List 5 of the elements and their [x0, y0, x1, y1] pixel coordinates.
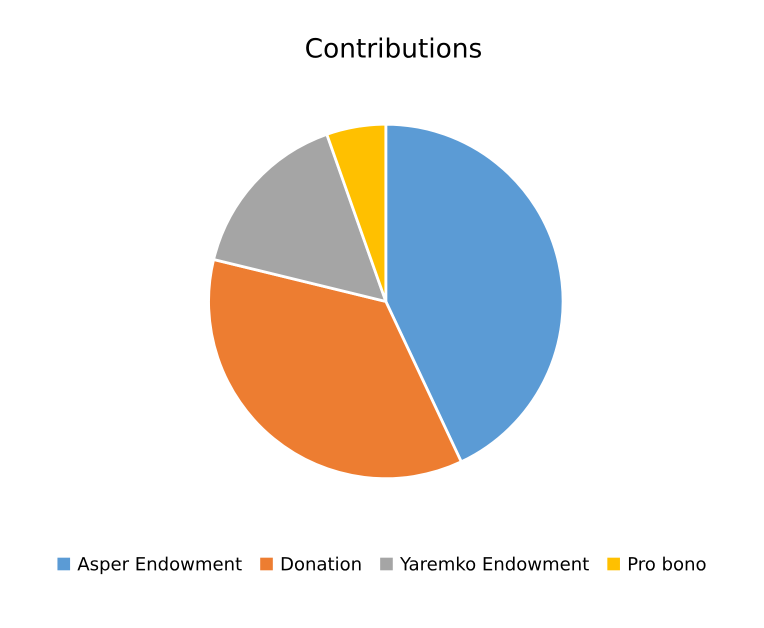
legend-label: Asper Endowment [77, 556, 242, 574]
legend-label: Pro bono [628, 556, 706, 571]
legend-label: Yaremko Endowment [400, 556, 589, 571]
legend-label: Donation [282, 556, 361, 571]
chart-title: Contributions [306, 37, 481, 58]
